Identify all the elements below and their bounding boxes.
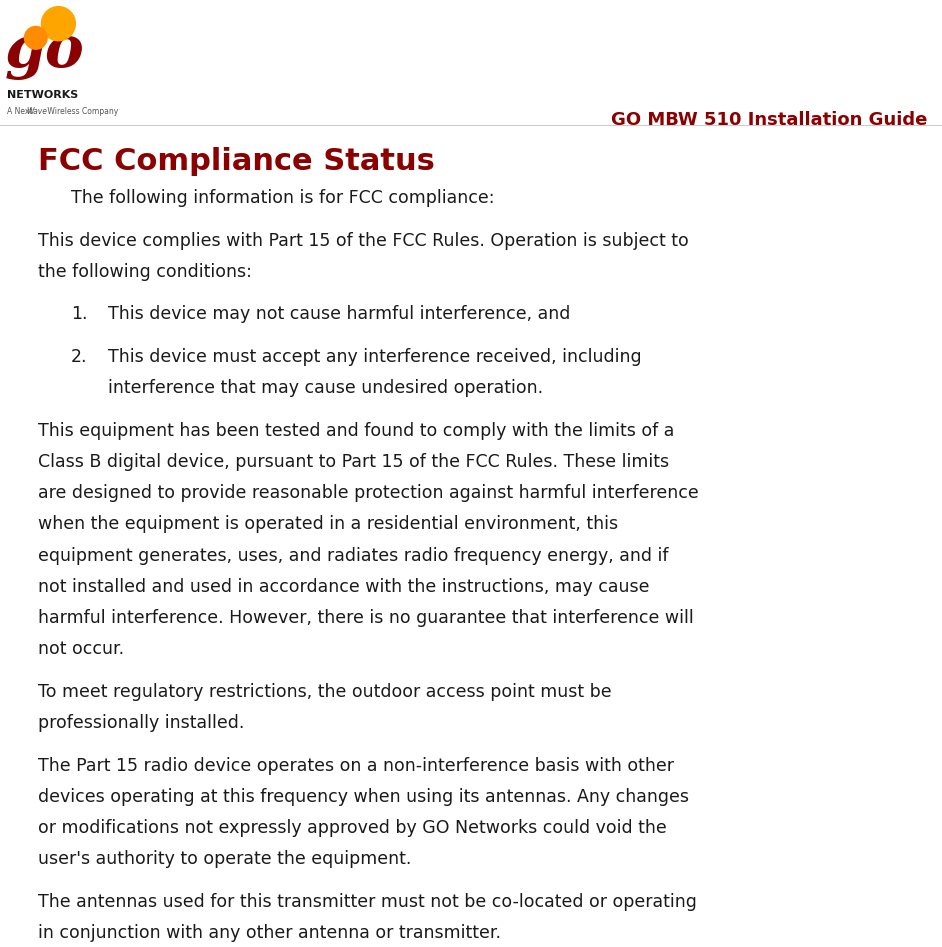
Text: NETWORKS: NETWORKS <box>7 90 78 99</box>
Text: 1.: 1. <box>71 306 88 324</box>
Text: professionally installed.: professionally installed. <box>38 714 244 732</box>
Text: harmful interference. However, there is no guarantee that interference will: harmful interference. However, there is … <box>38 609 693 627</box>
Text: This device may not cause harmful interference, and: This device may not cause harmful interf… <box>108 306 571 324</box>
Text: equipment generates, uses, and radiates radio frequency energy, and if: equipment generates, uses, and radiates … <box>38 546 668 564</box>
Text: go: go <box>5 24 85 80</box>
Text: user's authority to operate the equipment.: user's authority to operate the equipmen… <box>38 850 411 868</box>
Text: To meet regulatory restrictions, the outdoor access point must be: To meet regulatory restrictions, the out… <box>38 683 611 701</box>
Text: in conjunction with any other antenna or transmitter.: in conjunction with any other antenna or… <box>38 924 501 942</box>
Text: devices operating at this frequency when using its antennas. Any changes: devices operating at this frequency when… <box>38 788 689 806</box>
Text: The antennas used for this transmitter must not be co-located or operating: The antennas used for this transmitter m… <box>38 893 696 911</box>
Text: This equipment has been tested and found to comply with the limits of a: This equipment has been tested and found… <box>38 421 674 439</box>
Text: Wave: Wave <box>26 107 47 116</box>
Text: GO MBW 510 Installation Guide: GO MBW 510 Installation Guide <box>611 111 928 129</box>
Text: The Part 15 radio device operates on a non-interference basis with other: The Part 15 radio device operates on a n… <box>38 757 674 775</box>
Text: Wireless Company: Wireless Company <box>45 107 119 116</box>
Text: 2.: 2. <box>71 348 88 366</box>
Text: This device complies with Part 15 of the FCC Rules. Operation is subject to: This device complies with Part 15 of the… <box>38 232 689 250</box>
Text: The following information is for FCC compliance:: The following information is for FCC com… <box>71 189 495 207</box>
Text: This device must accept any interference received, including: This device must accept any interference… <box>108 348 642 366</box>
Text: not occur.: not occur. <box>38 640 123 658</box>
Circle shape <box>24 27 47 49</box>
Text: are designed to provide reasonable protection against harmful interference: are designed to provide reasonable prote… <box>38 484 698 502</box>
Text: when the equipment is operated in a residential environment, this: when the equipment is operated in a resi… <box>38 515 618 533</box>
Text: interference that may cause undesired operation.: interference that may cause undesired op… <box>108 379 544 397</box>
Text: the following conditions:: the following conditions: <box>38 263 252 281</box>
Text: A Next: A Next <box>7 107 32 116</box>
Circle shape <box>41 7 75 41</box>
Text: not installed and used in accordance with the instructions, may cause: not installed and used in accordance wit… <box>38 578 649 596</box>
Text: FCC Compliance Status: FCC Compliance Status <box>38 147 434 175</box>
Text: Class B digital device, pursuant to Part 15 of the FCC Rules. These limits: Class B digital device, pursuant to Part… <box>38 453 669 471</box>
Text: or modifications not expressly approved by GO Networks could void the: or modifications not expressly approved … <box>38 819 666 837</box>
